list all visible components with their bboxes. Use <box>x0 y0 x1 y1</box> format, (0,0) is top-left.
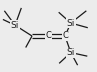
Text: C: C <box>62 32 68 40</box>
Text: C: C <box>46 32 51 40</box>
Text: Si: Si <box>11 21 19 30</box>
Text: Si: Si <box>67 48 75 57</box>
Text: Si: Si <box>67 19 75 28</box>
